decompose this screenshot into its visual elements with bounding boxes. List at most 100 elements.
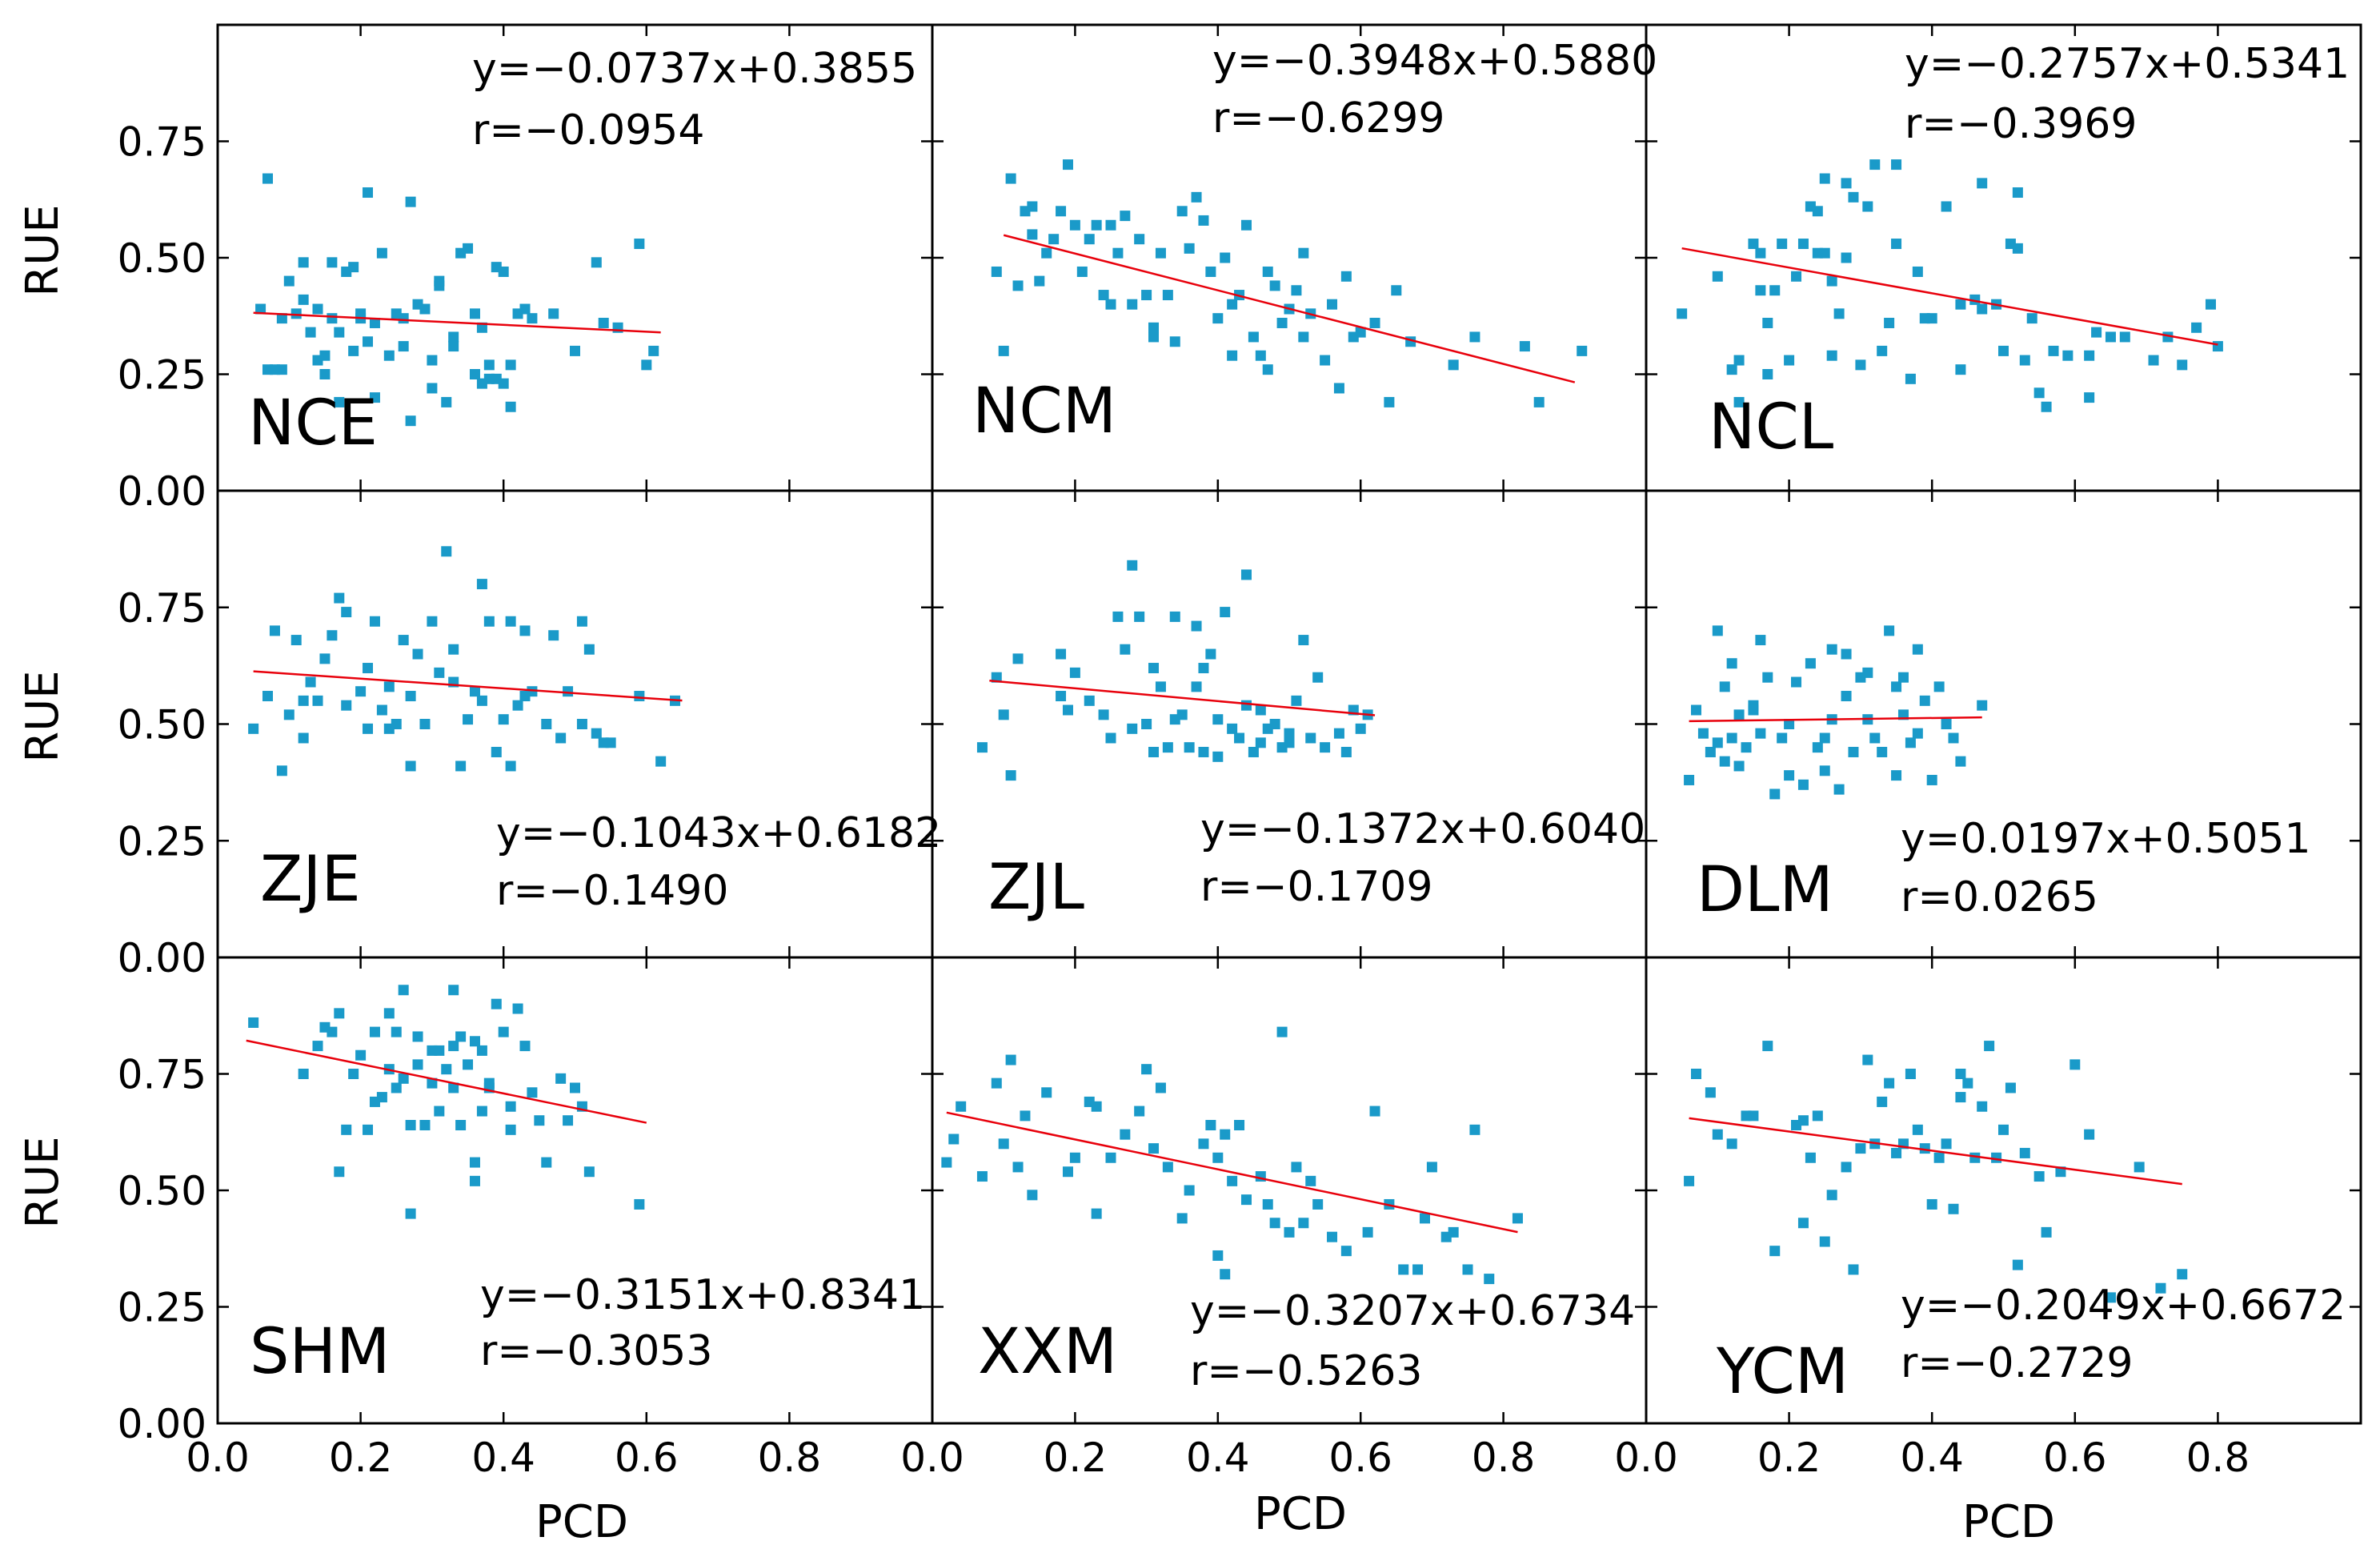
point-shm-31: [448, 1082, 459, 1094]
point-zje-21: [383, 681, 395, 692]
point-xxm-51: [1426, 1162, 1437, 1173]
point-zje-0: [248, 723, 259, 734]
equation-zje: y=−0.1043x+0.6182: [496, 809, 941, 857]
point-xxm-20: [1148, 1143, 1160, 1154]
point-zjl-37: [1240, 569, 1252, 580]
point-xxm-38: [1284, 1226, 1295, 1238]
point-ncl-33: [1905, 373, 1916, 384]
point-zje-52: [576, 719, 587, 729]
point-xxm-45: [1362, 1226, 1373, 1238]
point-nce-6: [283, 275, 294, 287]
point-ncl-64: [1955, 364, 1966, 375]
x-tick-label-ycm-4: 0.8: [2186, 1435, 2250, 1481]
site-label-zje: ZJE: [260, 844, 361, 916]
r-value-ncl: r=−0.3969: [1905, 100, 2137, 148]
x-tick-label-xxm-0: 0.0: [900, 1435, 964, 1481]
point-ncm-32: [1198, 215, 1209, 226]
point-ycm-29: [1933, 1152, 1945, 1163]
r-value-shm: r=−0.3053: [480, 1327, 712, 1375]
point-xxm-19: [1141, 1064, 1152, 1075]
point-ncm-30: [1184, 243, 1195, 254]
point-zjl-15: [1127, 560, 1138, 571]
point-zje-43: [512, 700, 523, 711]
point-zje-12: [334, 592, 345, 604]
point-nce-20: [348, 345, 359, 356]
point-ncm-20: [1120, 211, 1131, 222]
point-shm-21: [405, 1208, 416, 1219]
point-zje-34: [463, 714, 474, 725]
point-xxm-53: [1448, 1226, 1459, 1238]
point-ycm-2: [1705, 1087, 1716, 1098]
point-ncl-30: [1884, 317, 1895, 328]
point-ncl-46: [2012, 187, 2023, 199]
point-dlm-47: [1919, 695, 1930, 706]
x-tick-label-shm-3: 0.6: [615, 1435, 679, 1481]
point-xxm-42: [1312, 1198, 1324, 1210]
point-ncl-47: [2019, 355, 2030, 366]
point-zje-17: [363, 723, 374, 734]
point-zje-36: [476, 695, 487, 706]
point-dlm-26: [1819, 732, 1830, 744]
point-ycm-15: [1826, 1190, 1837, 1201]
point-ncm-11: [1062, 159, 1073, 171]
point-ncl-7: [1755, 285, 1766, 296]
point-nce-13: [319, 369, 331, 379]
point-ncl-6: [1755, 247, 1766, 259]
point-nce-33: [405, 196, 416, 207]
point-zje-54: [591, 728, 602, 739]
point-dlm-16: [1755, 728, 1766, 739]
point-zjl-36: [1240, 700, 1252, 711]
y-tick-label-zje-3: 0.75: [118, 585, 206, 632]
point-zjl-16: [1134, 611, 1145, 622]
point-xxm-26: [1205, 1120, 1216, 1131]
point-zje-23: [398, 635, 409, 646]
point-zjl-2: [998, 709, 1009, 720]
point-ncl-25: [1848, 191, 1859, 203]
point-dlm-12: [1741, 742, 1752, 753]
point-xxm-2: [956, 1101, 967, 1112]
point-zjl-1: [991, 672, 1002, 683]
point-nce-56: [505, 359, 516, 371]
panel-ncl: y=−0.2757x+0.5341 r=−0.3969 NCL: [1645, 23, 2362, 492]
point-xxm-21: [1155, 1082, 1166, 1094]
point-zjl-6: [1056, 691, 1067, 702]
point-dlm-48: [1926, 774, 1937, 785]
panel-dlm: y=0.0197x+0.5051 r=0.0265 DLM: [1645, 489, 2362, 959]
point-dlm-24: [1805, 658, 1816, 669]
fit-line-ncm: [1003, 234, 1576, 383]
point-zje-11: [327, 630, 338, 641]
point-dlm-22: [1791, 676, 1802, 688]
point-zje-9: [312, 695, 323, 706]
point-ncm-34: [1212, 313, 1224, 324]
point-ycm-11: [1797, 1115, 1809, 1126]
point-zje-18: [369, 616, 380, 627]
point-ncl-45: [2012, 243, 2023, 254]
point-dlm-35: [1862, 667, 1873, 678]
point-ncl-18: [1819, 173, 1830, 184]
point-zjl-9: [1084, 695, 1095, 706]
point-ncm-65: [1577, 345, 1588, 356]
point-shm-44: [498, 1026, 509, 1037]
point-nce-41: [441, 396, 452, 407]
point-ncl-60: [2191, 322, 2202, 333]
point-zjl-50: [1320, 742, 1331, 753]
point-ncm-43: [1262, 364, 1273, 375]
point-zjl-10: [1098, 709, 1109, 720]
x-tick-label-xxm-4: 0.8: [1472, 1435, 1536, 1481]
point-ycm-46: [2069, 1059, 2081, 1070]
y-tick-label-zje-1: 0.25: [118, 818, 206, 865]
fit-line-nce: [253, 311, 661, 334]
point-zje-16: [363, 663, 374, 674]
point-ncl-50: [2041, 401, 2052, 412]
point-ncm-62: [1469, 331, 1480, 343]
point-ncl-36: [1926, 313, 1937, 324]
point-ncm-19: [1112, 247, 1124, 259]
x-axis-title-col-2: PCD: [1254, 1488, 1347, 1540]
point-zjl-48: [1305, 732, 1316, 744]
point-zje-33: [455, 760, 467, 772]
point-zje-2: [269, 625, 280, 636]
point-ycm-25: [1905, 1069, 1916, 1079]
point-xxm-1: [948, 1134, 960, 1145]
point-nce-10: [305, 327, 316, 338]
